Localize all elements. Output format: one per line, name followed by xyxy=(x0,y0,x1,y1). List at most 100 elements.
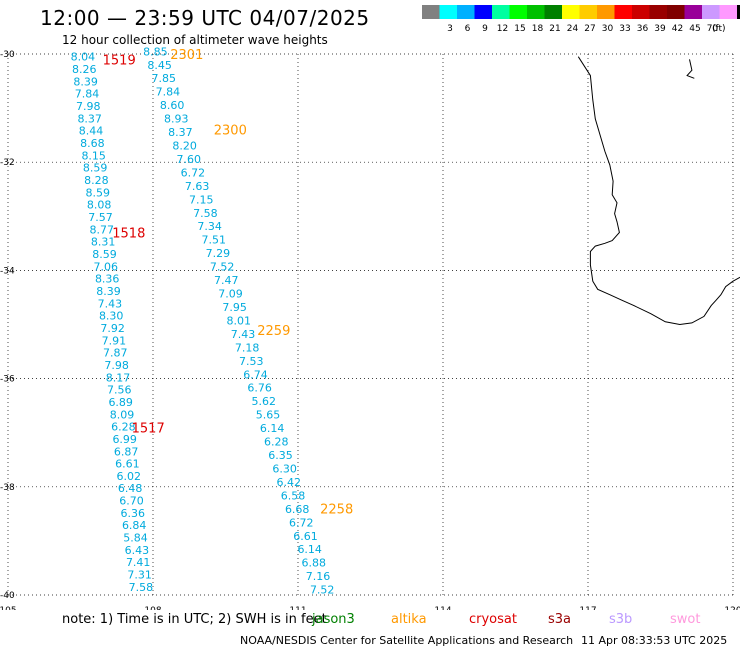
colorbar-swatch xyxy=(702,5,720,19)
latitude-tick-label: -36 xyxy=(0,375,15,385)
wave-height-value: 8.26 xyxy=(72,63,97,76)
colorbar-swatch xyxy=(649,5,667,19)
wave-height-value: 6.74 xyxy=(243,368,268,381)
colorbar-tick-label: 70 xyxy=(707,24,719,34)
colorbar-tick-label: 6 xyxy=(465,24,471,34)
wave-height-value: 7.51 xyxy=(202,234,227,247)
satellite-legend-item: s3a xyxy=(548,612,572,627)
generated-timestamp: 11 Apr 08:33:53 UTC 2025 xyxy=(581,634,728,647)
wave-height-value: 6.87 xyxy=(114,445,139,458)
wave-height-value: 8.15 xyxy=(81,149,106,162)
altimeter-track: 8.048.268.397.847.988.378.448.688.158.59… xyxy=(71,51,153,594)
wave-height-value: 8.31 xyxy=(91,236,116,249)
wave-height-value: 6.89 xyxy=(108,396,133,409)
wave-height-value: 7.47 xyxy=(214,274,239,287)
wave-height-value: 8.39 xyxy=(73,75,98,88)
wave-height-value: 6.48 xyxy=(118,482,143,495)
wave-height-value: 8.37 xyxy=(77,112,102,125)
island-outline xyxy=(686,59,695,79)
wave-height-value: 8.93 xyxy=(164,113,189,126)
pass-time-label: 2300 xyxy=(214,124,247,139)
wave-height-value: 6.42 xyxy=(277,476,302,489)
satellite-legend-item: swot xyxy=(670,612,701,627)
wave-height-value: 8.28 xyxy=(84,174,109,187)
colorbar-swatch xyxy=(667,5,685,19)
wave-height-value: 5.84 xyxy=(123,532,148,545)
credit-text: NOAA/NESDIS Center for Satellite Applica… xyxy=(240,634,574,647)
wave-height-value: 7.53 xyxy=(239,355,264,368)
colorbar-swatch xyxy=(614,5,632,19)
satellite-legend-item: jason3 xyxy=(312,612,355,627)
wave-height-value: 6.30 xyxy=(272,463,297,476)
wave-height-value: 7.84 xyxy=(156,86,181,99)
wave-height-value: 8.59 xyxy=(86,186,111,199)
wave-height-value: 7.52 xyxy=(310,584,335,597)
wave-height-value: 7.58 xyxy=(193,207,218,220)
altimeter-track: 8.858.457.857.848.608.938.378.207.606.72… xyxy=(143,45,334,596)
latitude-tick-label: -32 xyxy=(0,158,15,168)
wave-height-value: 8.60 xyxy=(160,99,185,112)
pass-time-label: 2259 xyxy=(257,324,290,339)
wave-height-value: 7.29 xyxy=(206,247,231,260)
pass-time-label: 2258 xyxy=(320,502,353,517)
wave-height-value: 8.59 xyxy=(83,162,108,175)
pass-time-label: 1518 xyxy=(112,227,145,242)
latitude-tick-label: -40 xyxy=(0,591,15,601)
colorbar-swatch xyxy=(492,5,510,19)
longitude-tick-label: 114 xyxy=(434,606,451,610)
wave-height-value: 6.76 xyxy=(247,382,272,395)
wave-height-value: 7.98 xyxy=(76,100,101,113)
wave-height-value: 8.45 xyxy=(147,59,172,72)
wave-height-value: 6.58 xyxy=(281,489,306,502)
colorbar-swatch xyxy=(544,5,562,19)
longitude-tick-label: 117 xyxy=(579,606,596,610)
wave-height-value: 7.09 xyxy=(218,288,243,301)
wave-height-value: 7.06 xyxy=(94,260,119,273)
wave-height-value: 6.35 xyxy=(268,449,293,462)
wave-height-value: 6.36 xyxy=(121,507,146,520)
wave-height-value: 8.08 xyxy=(87,199,112,212)
wave-height-map: 8.048.268.397.847.988.378.448.688.158.59… xyxy=(0,45,740,610)
colorbar-swatch xyxy=(562,5,580,19)
colorbar-swatch xyxy=(597,5,615,19)
colorbar-swatch xyxy=(579,5,597,19)
colorbar-tick-label: 9 xyxy=(482,24,488,34)
colorbar-tick-label: 27 xyxy=(584,24,595,34)
wave-height-value: 6.72 xyxy=(289,516,314,529)
colorbar-tick-label: 33 xyxy=(619,24,630,34)
wave-height-value: 7.58 xyxy=(129,581,154,594)
wave-height-value: 6.68 xyxy=(285,503,310,516)
wave-height-value: 6.84 xyxy=(122,519,147,532)
wave-height-value: 7.31 xyxy=(127,569,152,582)
colorbar-swatch xyxy=(509,5,527,19)
wave-height-value: 6.99 xyxy=(112,433,137,446)
footer-note: note: 1) Time is in UTC; 2) SWH is in fe… xyxy=(62,612,327,627)
wave-height-value: 7.18 xyxy=(235,341,260,354)
wave-height-value: 7.63 xyxy=(185,180,210,193)
wave-height-value: 8.20 xyxy=(172,140,197,153)
wave-height-value: 8.01 xyxy=(227,314,252,327)
wave-height-value: 6.72 xyxy=(181,166,206,179)
colorbar-swatch xyxy=(527,5,545,19)
wave-height-value: 6.61 xyxy=(115,458,140,471)
wave-height-value: 7.41 xyxy=(126,556,151,569)
wave-height-value: 6.14 xyxy=(260,422,285,435)
wave-height-value: 8.44 xyxy=(79,125,104,138)
wave-height-value: 5.62 xyxy=(252,395,277,408)
wave-height-value: 8.85 xyxy=(143,45,168,58)
wave-height-value: 8.36 xyxy=(95,273,120,286)
wave-height-value: 8.09 xyxy=(110,408,135,421)
colorbar-swatch xyxy=(632,5,650,19)
colorbar-swatch xyxy=(457,5,475,19)
longitude-tick-label: 111 xyxy=(289,606,306,610)
colorbar-swatch xyxy=(474,5,492,19)
colorbar-swatch xyxy=(737,5,740,19)
wave-height-value: 7.56 xyxy=(107,384,132,397)
longitude-tick-label: 105 xyxy=(0,606,17,610)
pass-time-label: 1519 xyxy=(103,53,136,68)
colorbar-tick-label: 39 xyxy=(654,24,666,34)
wave-height-value: 7.43 xyxy=(231,328,256,341)
colorbar-swatch xyxy=(719,5,737,19)
wave-height-value: 7.98 xyxy=(104,359,129,372)
wave-height-value: 7.60 xyxy=(177,153,202,166)
